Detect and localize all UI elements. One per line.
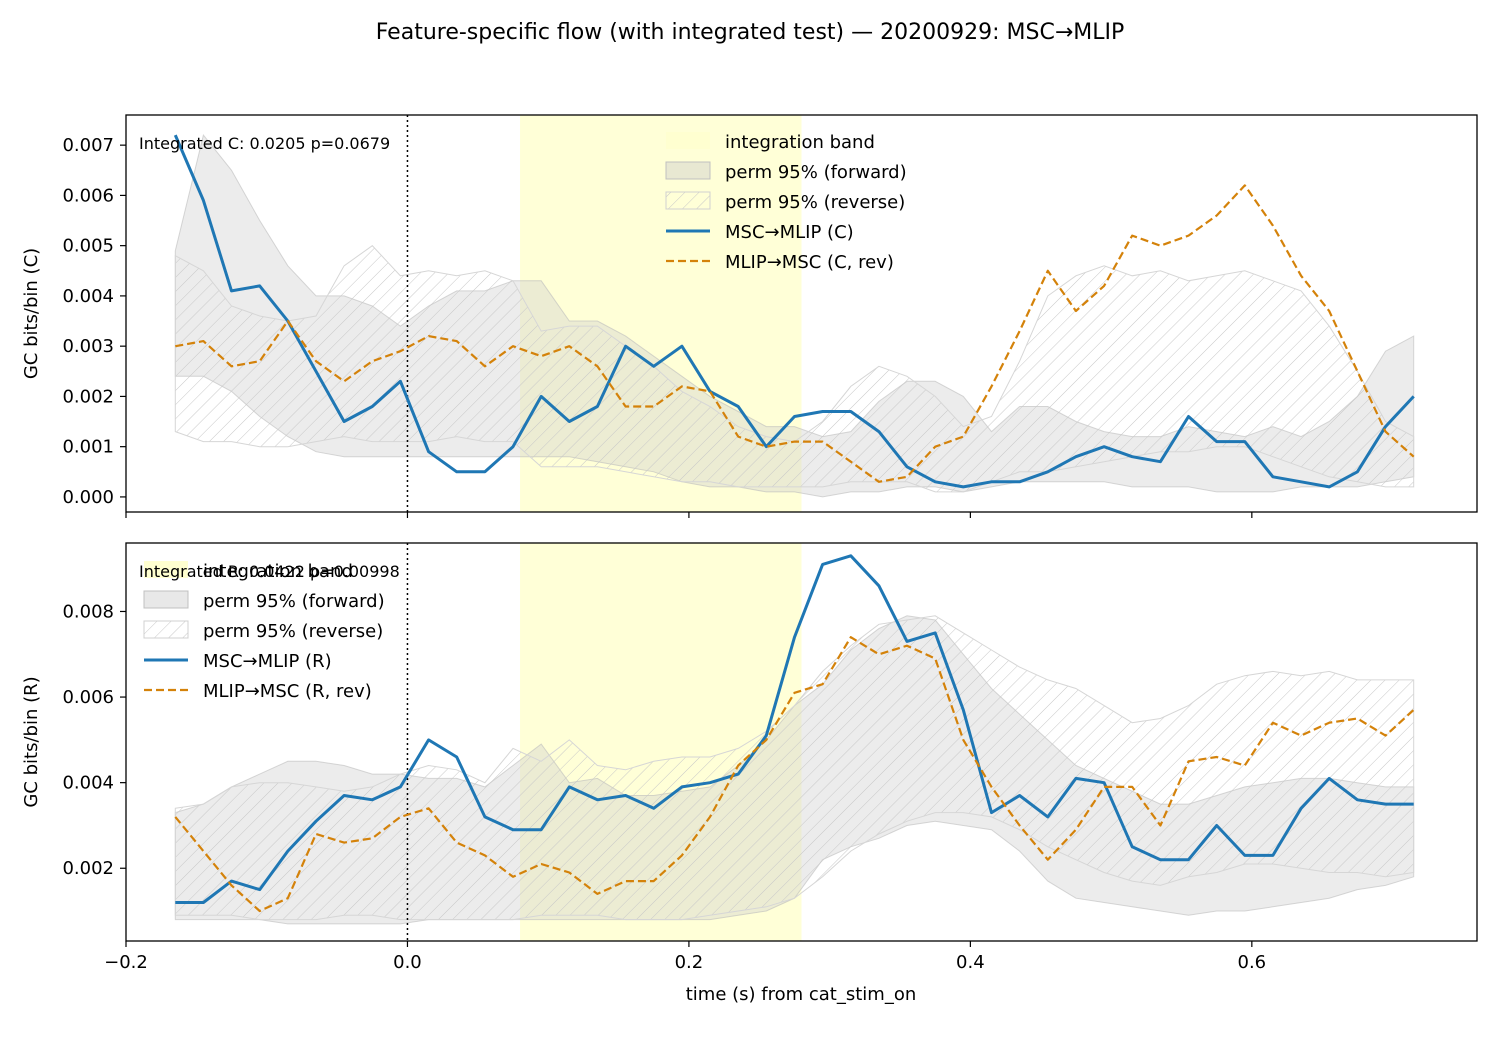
- integrated-annotation: Integrated C: 0.0205 p=0.0679: [139, 134, 390, 153]
- series-reverse-line: [175, 184, 1415, 483]
- perm-reverse-area: [174, 245, 1415, 493]
- legend-swatch-band: [666, 132, 710, 149]
- chart-title: Feature-specific flow (with integrated t…: [376, 20, 1125, 45]
- y-tick-label: 0.000: [62, 487, 114, 508]
- x-tick-label: −0.2: [104, 952, 148, 973]
- y-tick-label: 0.004: [62, 286, 114, 307]
- y-axis-label: GC bits/bin (R): [21, 676, 42, 807]
- y-axis-label: GC bits/bin (C): [21, 248, 42, 379]
- legend-label: perm 95% (forward): [203, 591, 385, 612]
- legend-swatch-perm-reverse: [665, 191, 711, 210]
- x-tick-label: 0.2: [675, 952, 704, 973]
- legend-swatch-perm-forward: [665, 161, 711, 180]
- y-tick-label: 0.005: [62, 236, 114, 257]
- perm-reverse-area: [174, 615, 1415, 921]
- axes-frame: [125, 114, 1478, 513]
- legend-label: integration band: [725, 132, 875, 153]
- legend: integration band perm 95% (forward) perm 9…: [143, 561, 385, 702]
- x-tick-label: 0.4: [956, 952, 985, 973]
- legend: integration band perm 95% (forward) perm 9…: [665, 132, 907, 273]
- x-axis-label: time (s) from cat_stim_on: [686, 984, 917, 1005]
- legend-swatch-band: [144, 561, 188, 578]
- panel-2: −0.2 0.0 0.2 0.4 0.6 0.002 0.004 0.006 0.008 GC b…: [21, 542, 1478, 973]
- legend-swatch-perm-reverse: [143, 620, 189, 639]
- legend-swatch-perm-forward: [143, 590, 189, 609]
- series-forward-line: [173, 134, 1415, 489]
- legend-label: integration band: [203, 561, 353, 582]
- legend-label: perm 95% (reverse): [725, 192, 905, 213]
- axes-frame: [125, 542, 1478, 942]
- legend-label: perm 95% (reverse): [203, 621, 383, 642]
- y-tick-label: 0.008: [62, 601, 114, 622]
- legend-label: MSC→MLIP (C): [725, 222, 854, 243]
- plot-area: [174, 543, 1415, 941]
- y-tick-label: 0.006: [62, 687, 114, 708]
- y-tick-label: 0.002: [62, 858, 114, 879]
- y-tick-label: 0.007: [62, 135, 114, 156]
- x-tick-label: 0.6: [1238, 952, 1267, 973]
- legend-label: MLIP→MSC (C, rev): [725, 252, 894, 273]
- legend-label: MLIP→MSC (R, rev): [203, 681, 372, 702]
- series-reverse-line: [174, 636, 1415, 913]
- y-tick-label: 0.003: [62, 336, 114, 357]
- series-forward-line: [175, 554, 1414, 904]
- plot-area: [173, 115, 1415, 512]
- legend-label: perm 95% (forward): [725, 162, 907, 183]
- x-tick-label: 0.0: [393, 952, 422, 973]
- panel-1: 0.000 0.001 0.002 0.003 0.004 0.005 0.006 0.007…: [21, 114, 1478, 518]
- legend-label: MSC→MLIP (R): [203, 651, 332, 672]
- integrated-annotation: Integrated R: 0.0422 p=0.00998: [139, 562, 400, 581]
- y-tick-label: 0.002: [62, 386, 114, 407]
- y-tick-label: 0.004: [62, 773, 114, 794]
- y-tick-label: 0.001: [62, 437, 114, 458]
- y-tick-label: 0.006: [62, 185, 114, 206]
